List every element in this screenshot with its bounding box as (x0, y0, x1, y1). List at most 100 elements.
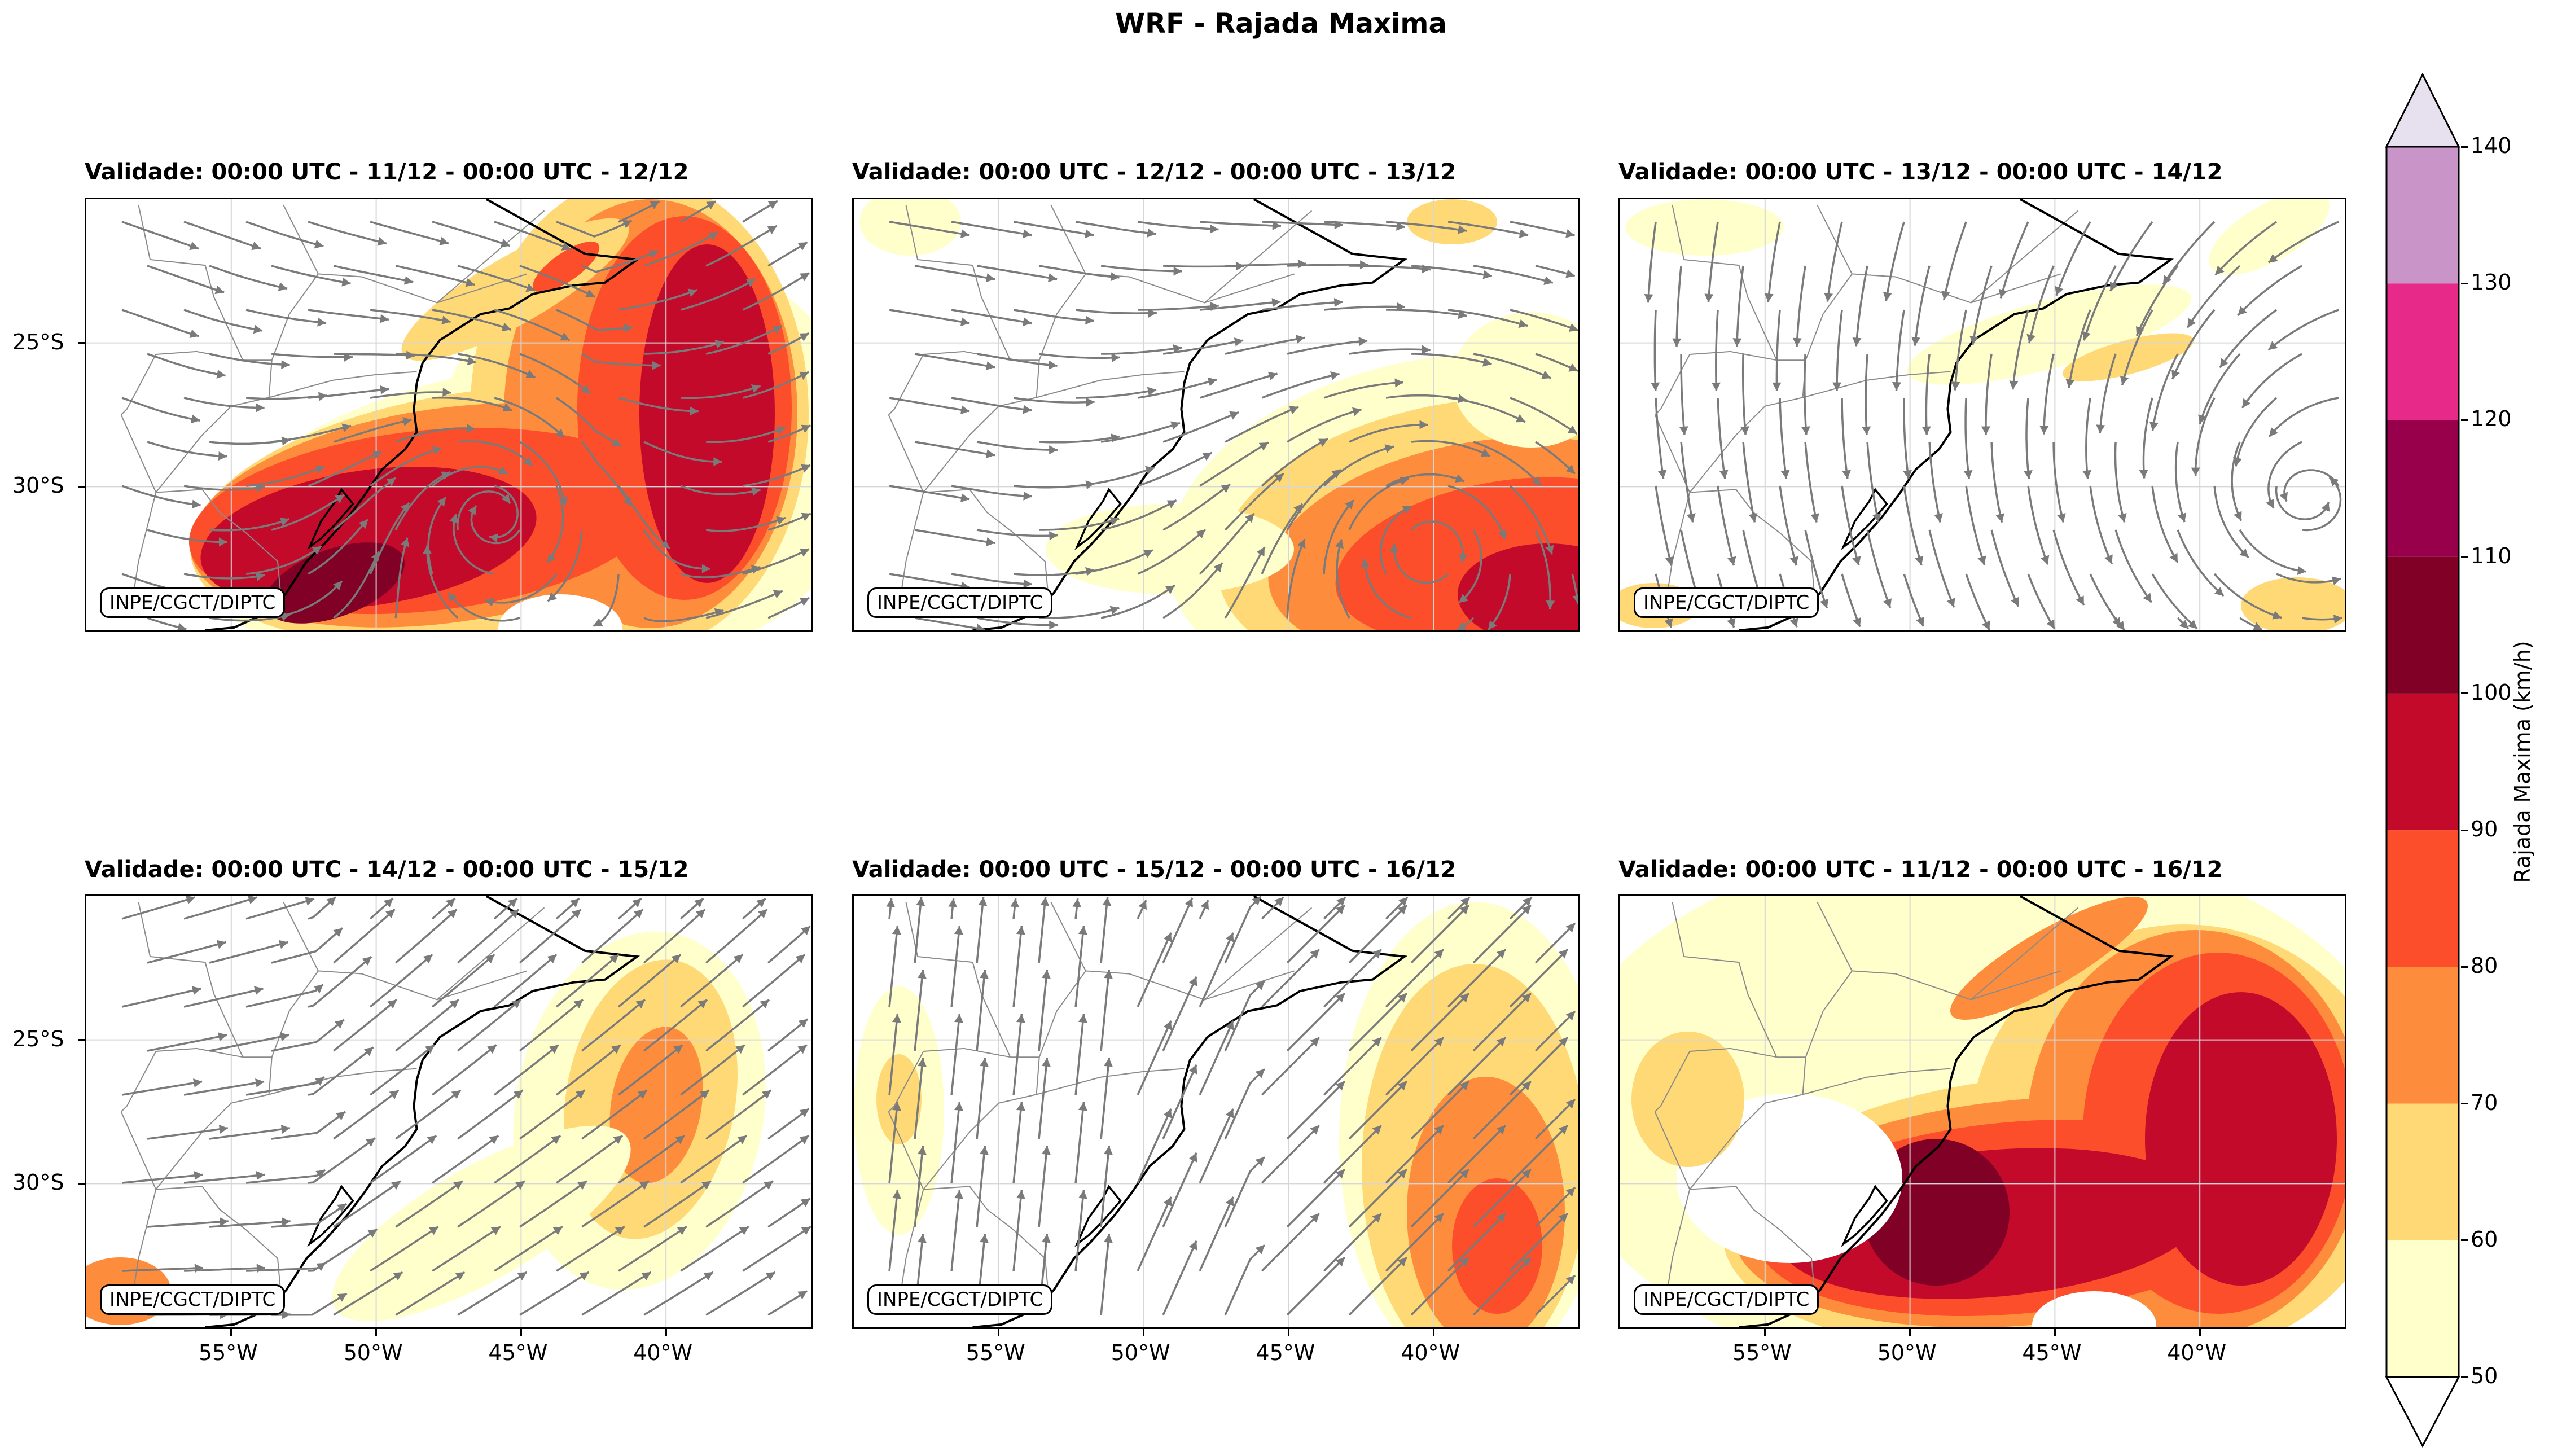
streamline-0 (889, 221, 970, 236)
streamline-arrow-60 (523, 457, 533, 466)
streamline-arrow-48 (1163, 1020, 1172, 1030)
streamline-arrow-68 (2266, 498, 2274, 508)
streamline-55 (147, 1127, 229, 1140)
streamline-arrow-50 (549, 1045, 559, 1054)
streamline-arrow-101 (337, 1293, 347, 1302)
streamline-93 (432, 1225, 501, 1272)
streamline-arrow-16 (510, 909, 519, 919)
border-8 (436, 907, 545, 1001)
streamline-84 (1348, 477, 1409, 530)
lon-tick-mark (998, 1329, 1000, 1336)
streamline-arrow-55 (917, 1058, 927, 1067)
streamline-arrow-107 (773, 590, 783, 599)
streamline-23 (950, 926, 961, 1007)
streamline-66 (2174, 441, 2186, 523)
streamline-arrow-86 (776, 516, 786, 525)
streamline-107 (1410, 1256, 1470, 1316)
streamline-arrow-29 (1372, 949, 1381, 959)
streamline-62 (1349, 423, 1428, 443)
streamline-arrow-36 (387, 999, 397, 1009)
streamline-arrow-45 (1023, 405, 1032, 414)
streamline-39 (519, 353, 591, 394)
streamline-78 (209, 518, 290, 532)
lon-tick-label: 45°W (1256, 1340, 1315, 1365)
streamline-arrow-104 (1255, 1245, 1265, 1255)
streamline-arrow-64 (1521, 1081, 1531, 1091)
streamline-0 (121, 896, 196, 920)
lon-tick-mark (1143, 1329, 1145, 1336)
border-5 (1654, 1047, 1777, 1112)
streamline-89 (951, 573, 1032, 585)
streamline-53 (1447, 397, 1526, 423)
streamline-arrow-28 (1333, 298, 1343, 308)
streamline-arrow-47 (1078, 1014, 1087, 1023)
streamline-32 (742, 272, 810, 311)
streamline-28 (1261, 948, 1321, 1008)
streamline-81 (1162, 1152, 1197, 1227)
streamline-arrow-49 (502, 403, 512, 412)
streamline-arrow-84 (1397, 1169, 1407, 1179)
streamline-12 (976, 265, 1058, 280)
streamline-19 (643, 231, 718, 267)
streamline-98 (2027, 573, 2056, 630)
streamline-41 (1410, 992, 1470, 1052)
streamline-arrow-108 (1360, 558, 1370, 568)
streamline-11 (914, 265, 995, 280)
lon-tick-label: 55°W (966, 1340, 1025, 1365)
streamline-33 (2219, 309, 2278, 369)
streamline-5 (432, 221, 511, 247)
streamline-105 (447, 591, 520, 622)
streamline-arrow-2 (1764, 293, 1774, 302)
streamline-26 (1138, 304, 1219, 311)
streamline-93 (1199, 512, 1255, 575)
streamline-40 (1349, 348, 1431, 355)
map-panel-2: INPE/CGCT/DIPTC (852, 198, 1580, 632)
streamline-63 (1410, 1080, 1470, 1140)
streamline-35 (271, 1019, 345, 1052)
streamline-4 (1137, 221, 1219, 231)
streamline-arrow-45 (255, 1078, 265, 1087)
streamline-arrow-14 (1792, 337, 1802, 347)
streamline-24 (245, 309, 327, 324)
streamline-arrow-0 (186, 896, 195, 905)
lon-tick-mark (230, 1329, 232, 1336)
streamline-34 (209, 1034, 289, 1052)
streamline-34 (976, 970, 986, 1051)
streamline-arrow-51 (611, 1045, 621, 1054)
streamline-arrow-5 (445, 898, 455, 908)
border-4 (905, 204, 1011, 361)
streamline-arrow-41 (2039, 426, 2049, 435)
streamline-50 (1261, 372, 1340, 399)
streamline-arrow-81 (453, 1181, 463, 1190)
streamline-88 (2114, 529, 2153, 603)
streamline-arrow-87 (1565, 1187, 1576, 1197)
streamline-arrow-5 (1941, 291, 1950, 300)
streamline-13 (271, 927, 344, 964)
streamline-79 (271, 1203, 348, 1228)
streamline-37 (1162, 339, 1244, 355)
border-8 (436, 210, 545, 304)
streamline-74 (1385, 473, 1465, 487)
streamline-arrow-3 (1824, 292, 1833, 302)
streamline-12 (209, 941, 288, 964)
streamline-84 (581, 1180, 650, 1228)
streamline-arrow-32 (2171, 369, 2180, 379)
streamline-34 (976, 353, 1058, 367)
streamline-arrow-79 (337, 1204, 347, 1213)
streamline-arrow-45 (256, 403, 265, 413)
streamline-44 (121, 1080, 203, 1096)
streamline-69 (1074, 1102, 1085, 1183)
streamline-45 (183, 1080, 265, 1096)
streamline-25 (1075, 309, 1157, 314)
streamline-65 (1535, 441, 1576, 475)
streamline-18 (581, 250, 659, 273)
streamline-arrow-77 (220, 1217, 229, 1227)
streamline-arrow-13 (1040, 897, 1050, 906)
streamline-arrow-25 (380, 314, 389, 323)
streamline-arrow-25 (1148, 308, 1157, 318)
streamline-78 (976, 529, 1058, 537)
streamline-arrow-69 (366, 1138, 375, 1147)
lon-tick-mark (1432, 1329, 1434, 1336)
streamline-arrow-24 (1712, 382, 1721, 391)
coastline (1739, 199, 2174, 630)
